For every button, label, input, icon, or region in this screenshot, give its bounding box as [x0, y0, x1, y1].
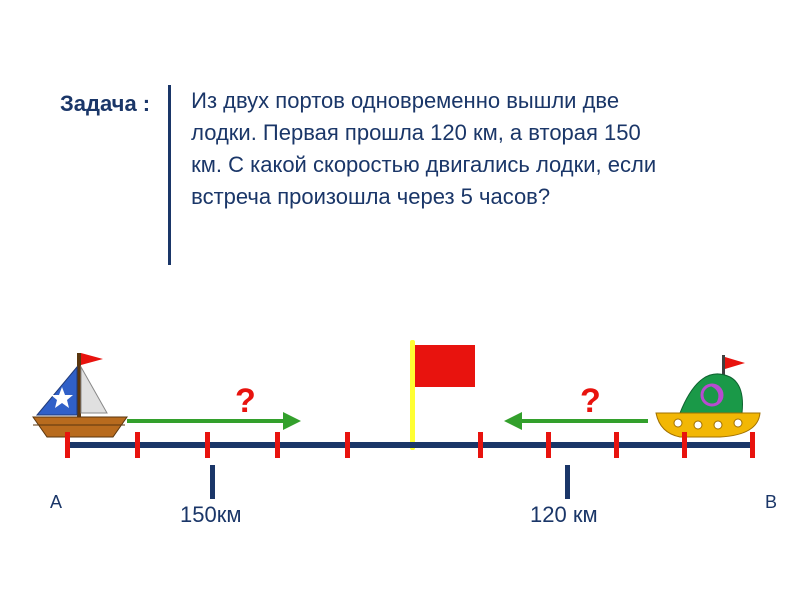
- tick: [205, 432, 210, 458]
- flag-icon: [415, 345, 475, 387]
- tick: [275, 432, 280, 458]
- number-line: [65, 442, 755, 448]
- header-divider: [168, 85, 171, 265]
- header: Задача : Из двух портов одновременно выш…: [60, 85, 740, 265]
- tick: [135, 432, 140, 458]
- subtick-right: [565, 465, 570, 499]
- tick: [750, 432, 755, 458]
- task-label: Задача :: [60, 85, 150, 117]
- boat-right-icon: [650, 355, 765, 450]
- tick: [345, 432, 350, 458]
- distance-right-label: 120 км: [530, 502, 598, 528]
- page-root: Задача : Из двух портов одновременно выш…: [0, 0, 800, 600]
- subtick-left: [210, 465, 215, 499]
- endpoint-a-label: А: [50, 492, 62, 513]
- question-mark-right: ?: [580, 382, 601, 421]
- question-mark-left: ?: [235, 382, 256, 421]
- arrow-right-icon: [500, 408, 650, 439]
- endpoint-b-label: В: [765, 492, 777, 513]
- tick: [478, 432, 483, 458]
- diagram: ? ?: [20, 330, 780, 560]
- tick: [65, 432, 70, 458]
- tick: [546, 432, 551, 458]
- boat-left-icon: [25, 345, 135, 450]
- distance-left-label: 150км: [180, 502, 241, 528]
- tick: [682, 432, 687, 458]
- tick: [614, 432, 619, 458]
- task-text: Из двух портов одновременно вышли две ло…: [191, 85, 661, 213]
